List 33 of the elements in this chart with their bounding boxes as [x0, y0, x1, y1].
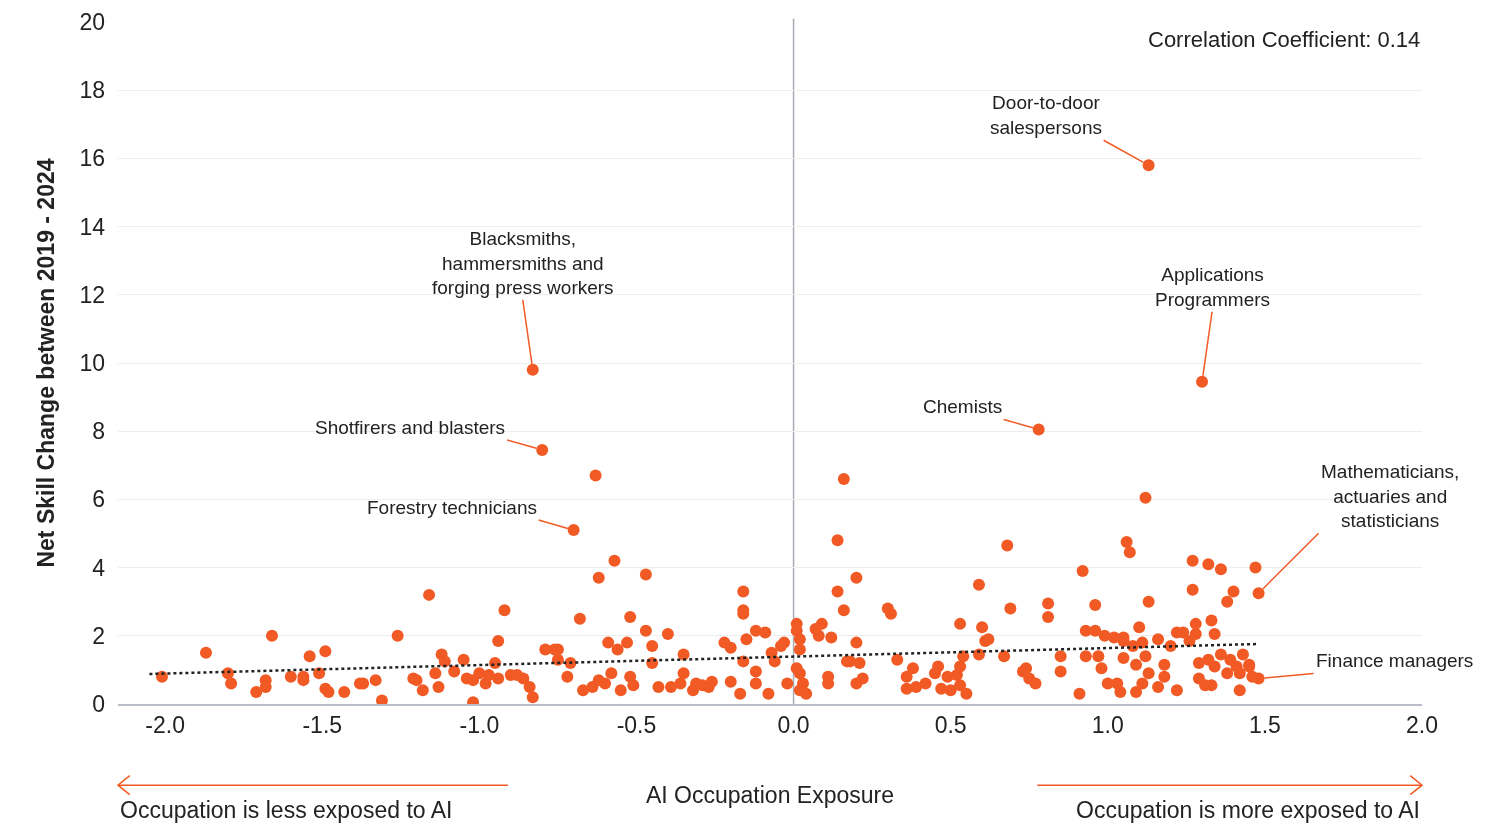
annotation: Mathematicians, actuaries and statisticians: [1321, 461, 1460, 532]
annotation: Blacksmiths, hammersmiths and forging press workers: [432, 228, 614, 299]
x-tick-label: 1.5: [1248, 712, 1281, 739]
y-tick-label: 2: [92, 622, 105, 649]
annotation: Shotfirers and blasters: [315, 417, 506, 438]
y-tick-label: 6: [92, 486, 105, 513]
x-tick-label: 2.0: [1406, 712, 1438, 739]
y-tick-label: 18: [79, 77, 105, 104]
y-tick-label: 20: [79, 9, 105, 36]
y-tick-label: 0: [92, 691, 105, 718]
y-tick-label: 12: [79, 281, 105, 308]
x-tick-label: 1.0: [1091, 712, 1124, 739]
annotation: Correlation Coefficient: 0.14: [1148, 27, 1421, 52]
annotation: Chemists: [923, 396, 1003, 417]
y-tick-label: 4: [92, 554, 106, 581]
y-axis-title: Net Skill Change between 2019 - 2024: [32, 158, 59, 568]
annotation: Finance managers: [1316, 650, 1474, 671]
y-tick-label: 16: [79, 145, 105, 172]
x-tick-label: -2.0: [145, 712, 185, 739]
x-tick-label: -1.0: [459, 712, 500, 739]
x-tick-label: -1.5: [302, 712, 343, 739]
x-tick-label: -0.5: [616, 712, 657, 739]
annotation: Door-to-door salespersons: [990, 92, 1102, 138]
x-axis-title: AI Occupation Exposure: [645, 782, 895, 809]
y-tick-label: 8: [92, 418, 105, 445]
annotation: Forestry technicians: [367, 497, 538, 518]
annotation: Applications Programmers: [1155, 264, 1271, 310]
y-tick-label: 10: [79, 350, 105, 377]
x-tick-label: 0.5: [934, 712, 967, 739]
x-tick-label: 0.0: [777, 712, 810, 739]
text: Occupation is more exposed to AI: [1076, 797, 1420, 823]
y-tick-label: 14: [79, 213, 106, 240]
text: Occupation is less exposed to AI: [120, 797, 453, 823]
